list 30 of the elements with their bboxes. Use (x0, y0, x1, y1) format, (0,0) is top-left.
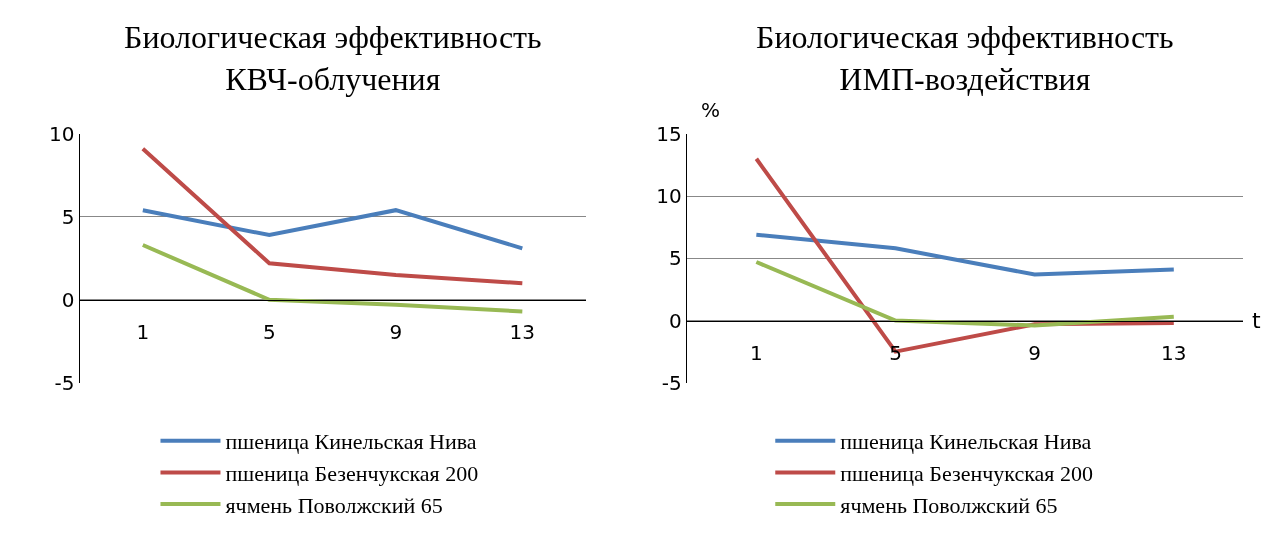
x-tick-label: 9 (1028, 340, 1042, 365)
y-tick-label: -5 (661, 370, 682, 395)
line-series (754, 260, 1176, 328)
x-tick-label: 1 (749, 340, 763, 365)
chart-title: Биологическая эффективность КВЧ-облучения (124, 19, 542, 97)
x-tick-label: 13 (509, 319, 536, 344)
legend-label: ячмень Поволжский 65 (225, 492, 443, 518)
x-tick-label: 5 (262, 319, 276, 344)
x-axis-title: t (1252, 308, 1261, 333)
legend-label: пшеница Безенчукская 200 (225, 460, 479, 486)
chart-title: Биологическая эффективность ИМП-воздействия (756, 19, 1174, 97)
line-series (140, 243, 525, 314)
y-axis-title: % (701, 98, 721, 122)
legend-label: пшеница Безенчукская 200 (840, 460, 1093, 486)
y-tick-label: 5 (61, 204, 75, 229)
y-tick-label: 5 (669, 246, 682, 271)
line-series (754, 232, 1176, 277)
y-tick-label: 15 (656, 121, 682, 146)
y-tick-label: 0 (669, 308, 682, 333)
y-tick-label: -5 (54, 370, 75, 395)
legend-label: ячмень Поволжский 65 (840, 492, 1058, 518)
legend-label: пшеница Кинельская Нива (225, 429, 477, 455)
x-tick-label: 13 (1161, 340, 1187, 365)
x-tick-label: 9 (389, 319, 403, 344)
x-tick-label: 1 (136, 319, 150, 344)
y-tick-label: 10 (656, 184, 682, 209)
legend-label: пшеница Кинельская Нива (840, 429, 1092, 455)
y-tick-label: 0 (61, 287, 75, 312)
y-tick-label: 10 (49, 121, 75, 146)
line-series (140, 146, 525, 286)
